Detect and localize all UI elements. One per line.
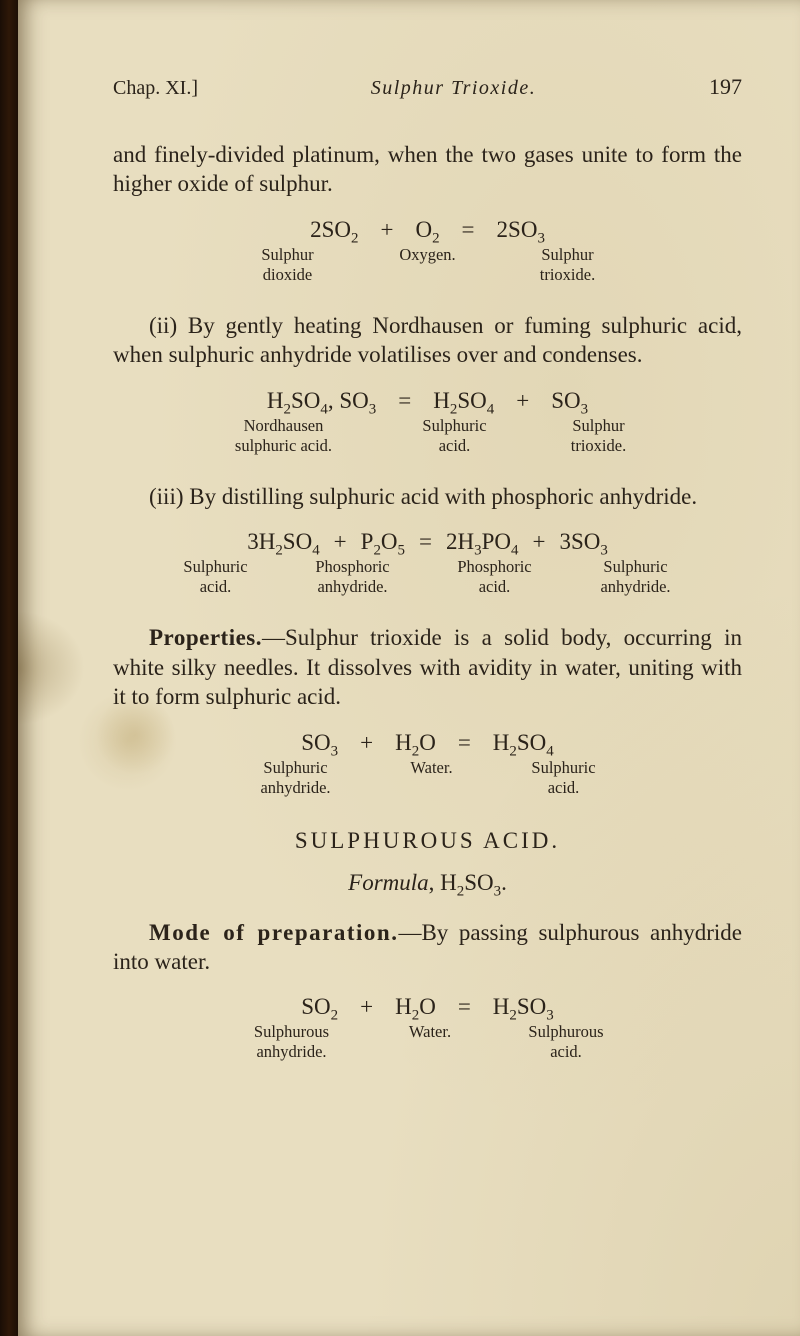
equation-1-main: 2SO2 + O2 = 2SO3 xyxy=(113,217,742,243)
mode-lead: Mode of preparation. xyxy=(149,920,398,945)
running-head-center: Sulphur Trioxide. xyxy=(371,77,537,100)
equation-4-main: SO3 + H2O = H2SO4 xyxy=(113,730,742,756)
page-content: Chap. XI.] Sulphur Trioxide. 197 and fin… xyxy=(113,74,742,1088)
page-number: 197 xyxy=(709,74,742,100)
equation-4-labels: Sulphuric anhydride. Water. Sulphuric ac… xyxy=(113,758,742,798)
properties-lead: Properties. xyxy=(149,625,262,650)
section-heading: SULPHUROUS ACID. xyxy=(113,828,742,854)
book-spine xyxy=(0,0,18,1336)
equation-1: 2SO2 + O2 = 2SO3 Sulphur dioxide Oxygen.… xyxy=(113,217,742,285)
paragraph-mode: Mode of preparation.—By passing sulphuro… xyxy=(113,918,742,977)
equation-3: 3H2SO4 + P2O5 = 2H3PO4 + 3SO3 Sulphuric … xyxy=(113,529,742,597)
equation-5-labels: Sulphurous anhydride. Water. Sulphurous … xyxy=(113,1022,742,1062)
section-formula: Formula, H2SO3. xyxy=(113,870,742,896)
paragraph-ii: (ii) By gently heating Nordhausen or fum… xyxy=(113,311,742,370)
equation-3-main: 3H2SO4 + P2O5 = 2H3PO4 + 3SO3 xyxy=(113,529,742,555)
paragraph-properties: Properties.—Sulphur trioxide is a solid … xyxy=(113,623,742,711)
running-head: Chap. XI.] Sulphur Trioxide. 197 xyxy=(113,74,742,100)
equation-2-main: H2SO4, SO3 = H2SO4 + SO3 xyxy=(113,388,742,414)
page: Chap. XI.] Sulphur Trioxide. 197 and fin… xyxy=(18,0,800,1336)
equation-5: SO2 + H2O = H2SO3 Sulphurous anhydride. … xyxy=(113,994,742,1062)
paragraph-intro: and finely-divided platinum, when the tw… xyxy=(113,140,742,199)
equation-1-labels: Sulphur dioxide Oxygen. Sulphur trioxide… xyxy=(113,245,742,285)
running-head-left: Chap. XI.] xyxy=(113,77,198,100)
equation-5-main: SO2 + H2O = H2SO3 xyxy=(113,994,742,1020)
equation-2-labels: Nordhausen sulphuric acid. Sulphuric aci… xyxy=(113,416,742,456)
equation-4: SO3 + H2O = H2SO4 Sulphuric anhydride. W… xyxy=(113,730,742,798)
paragraph-iii: (iii) By distilling sulphuric acid with … xyxy=(113,482,742,511)
equation-3-labels: Sulphuric acid. Phosphoric anhydride. Ph… xyxy=(113,557,742,597)
equation-2: H2SO4, SO3 = H2SO4 + SO3 Nordhausen sulp… xyxy=(113,388,742,456)
